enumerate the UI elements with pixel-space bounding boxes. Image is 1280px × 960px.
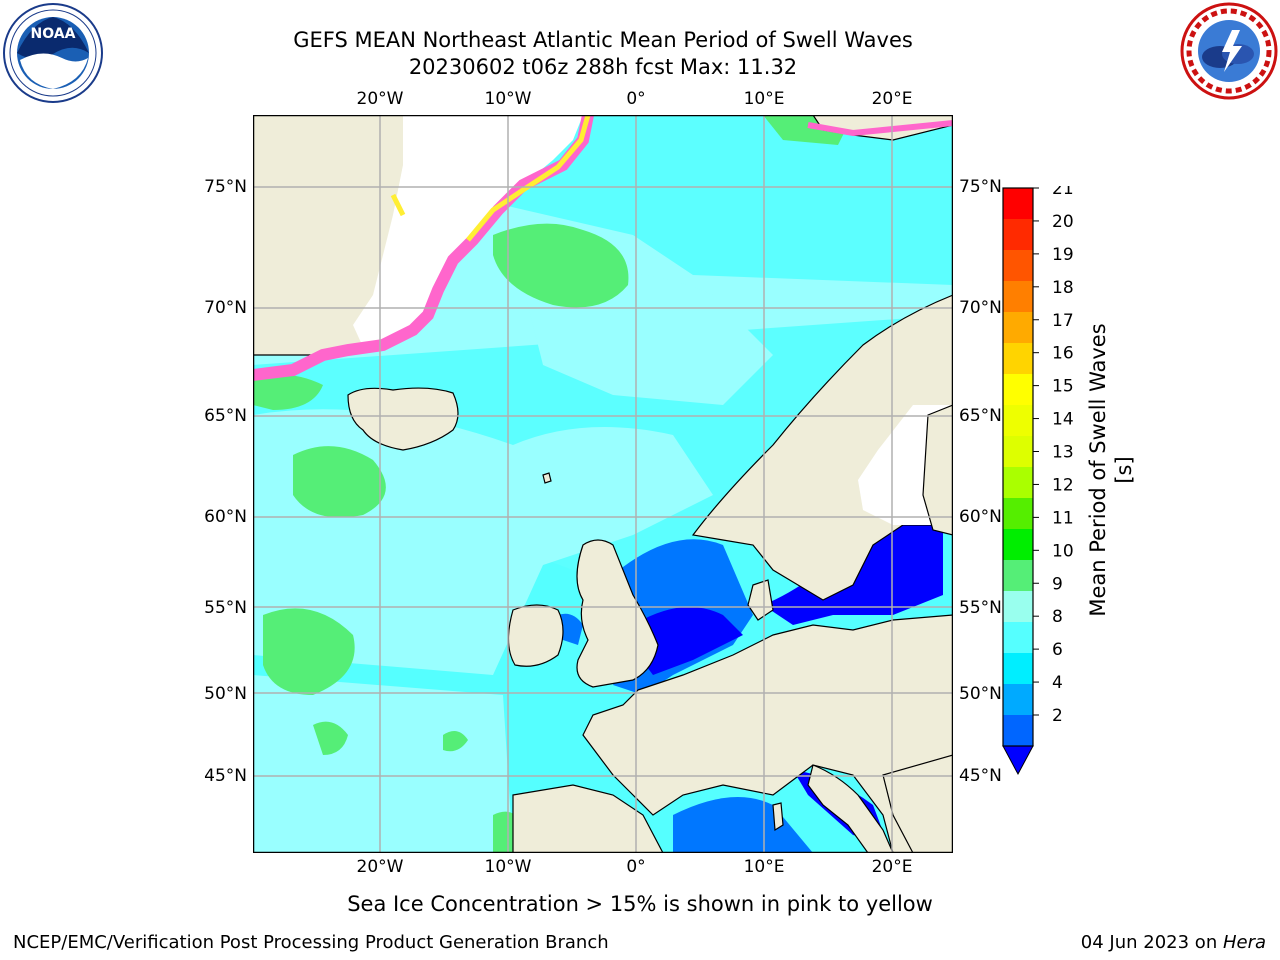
colorbar-tick-label: 14 (1052, 410, 1074, 430)
swell-green-patch-6 (443, 731, 468, 752)
colorbar-block (1003, 498, 1033, 529)
lon-label-top-20e: 20°E (871, 89, 913, 109)
lat-label-right-60n: 60°N (959, 507, 1002, 527)
lat-label-right-45n: 45°N (959, 766, 1002, 786)
lon-label-bottom-20w: 20°W (356, 857, 404, 877)
colorbar-block (1003, 188, 1033, 219)
footer-host: Hera (1222, 932, 1266, 953)
colorbar-block (1003, 529, 1033, 560)
footer-branch: NCEP/EMC/Verification Post Processing Pr… (13, 932, 609, 953)
sea-ice-yellow (466, 115, 591, 242)
great-britain-land (576, 539, 659, 688)
colorbar-tick-label: 8 (1052, 607, 1063, 627)
colorbar-block (1003, 653, 1033, 684)
noaa-logo-text: NOAA (31, 26, 76, 42)
swell-darkblue-channel (633, 607, 743, 675)
swell-green-patch-3 (263, 608, 355, 695)
ireland-land (507, 604, 564, 667)
colorbar-tick-label: 15 (1052, 377, 1074, 397)
colorbar-tick-label: 19 (1052, 245, 1074, 265)
map-frame (253, 115, 953, 853)
lat-label-left-65n: 65°N (204, 406, 247, 426)
sea-ice-yellow-2 (390, 193, 406, 217)
colorbar: 21 20 19 18 17 16 15 14 13 12 11 10 9 8 6 4 2 (1002, 186, 1074, 776)
lon-label-bottom-20e: 20°E (871, 857, 913, 877)
italy-land (807, 764, 894, 853)
colorbar-block (1003, 312, 1033, 343)
colorbar-block (1003, 405, 1033, 436)
colorbar-block (1003, 374, 1033, 405)
chart-title: GEFS MEAN Northeast Atlantic Mean Period… (293, 28, 913, 52)
colorbar-block (1003, 281, 1033, 312)
lon-label-top-20w: 20°W (356, 89, 404, 109)
colorbar-tick-label: 6 (1052, 640, 1063, 660)
swell-light-region-3 (253, 675, 513, 853)
nws-logo (1180, 2, 1278, 100)
colorbar-block (1003, 715, 1033, 746)
finland-land (922, 404, 953, 536)
colorbar-block (1003, 343, 1033, 374)
lat-label-left-75n: 75°N (204, 177, 247, 197)
swell-green-patch-1 (493, 223, 629, 308)
swell-period-map (253, 115, 953, 853)
colorbar-block (1003, 591, 1033, 622)
lat-label-left-50n: 50°N (204, 684, 247, 704)
colorbar-title: Mean Period of Swell Waves [s] (1086, 323, 1136, 617)
svalbard-ice (807, 120, 953, 137)
colorbar-tick-label: 4 (1052, 673, 1063, 693)
colorbar-frame (1002, 187, 1034, 747)
iberia-land (512, 784, 664, 853)
colorbar-tick-label: 11 (1052, 508, 1074, 528)
colorbar-tick-label: 12 (1052, 475, 1074, 495)
colorbar-block (1003, 219, 1033, 250)
lat-label-right-70n: 70°N (959, 298, 1002, 318)
colorbar-block (1003, 467, 1033, 498)
swell-green-patch-5 (253, 373, 323, 410)
greenland-ice-sheet (353, 115, 583, 347)
denmark-land (747, 579, 774, 621)
chart-subtitle: 20230602 t06z 288h fcst Max: 11.32 (408, 55, 798, 79)
colorbar-tick-label: 9 (1052, 574, 1063, 594)
footer-date-text: 04 Jun 2023 on (1080, 932, 1223, 953)
colorbar-block (1003, 684, 1033, 715)
swell-blue-irishsea (558, 613, 583, 645)
lat-label-left-70n: 70°N (204, 298, 247, 318)
sea-ice-note: Sea Ice Concentration > 15% is shown in … (347, 892, 933, 916)
colorbar-block (1003, 560, 1033, 591)
colorbar-tick-label: 16 (1052, 344, 1074, 364)
colorbar-tick-label: 18 (1052, 278, 1074, 298)
colorbar-tick-label: 20 (1052, 212, 1074, 232)
colorbar-block (1003, 250, 1033, 281)
lon-label-bottom-10w: 10°W (484, 857, 532, 877)
colorbar-tick-label: 13 (1052, 443, 1074, 463)
colorbar-tick-label: 17 (1052, 311, 1074, 331)
swell-green-patch-2 (293, 446, 386, 518)
colorbar-extend-arrow (1002, 745, 1034, 776)
footer-date: 04 Jun 2023 on Hera (1081, 932, 1266, 954)
faroe-land (542, 472, 552, 484)
lon-label-bottom-0: 0° (626, 857, 646, 877)
lat-label-right-55n: 55°N (959, 598, 1002, 618)
lon-label-bottom-10e: 10°E (743, 857, 785, 877)
lat-label-left-45n: 45°N (204, 766, 247, 786)
lat-label-right-50n: 50°N (959, 684, 1002, 704)
colorbar-tick-label: 10 (1052, 541, 1074, 561)
iceland-land (347, 387, 459, 451)
colorbar-tick-label: 2 (1052, 706, 1063, 726)
colorbar-block (1003, 436, 1033, 467)
lon-label-top-0: 0° (626, 89, 646, 109)
colorbar-tick-label: 21 (1052, 186, 1074, 199)
lat-label-left-55n: 55°N (204, 598, 247, 618)
noaa-logo: NOAA (3, 3, 103, 103)
lon-label-top-10e: 10°E (743, 89, 785, 109)
swell-green-patch-4 (313, 721, 348, 755)
lat-label-right-75n: 75°N (959, 177, 1002, 197)
lat-label-left-60n: 60°N (204, 507, 247, 527)
corsica-land (772, 802, 784, 832)
lat-label-right-65n: 65°N (959, 406, 1002, 426)
graticule (253, 115, 953, 853)
colorbar-block (1003, 622, 1033, 653)
lon-label-top-10w: 10°W (484, 89, 532, 109)
